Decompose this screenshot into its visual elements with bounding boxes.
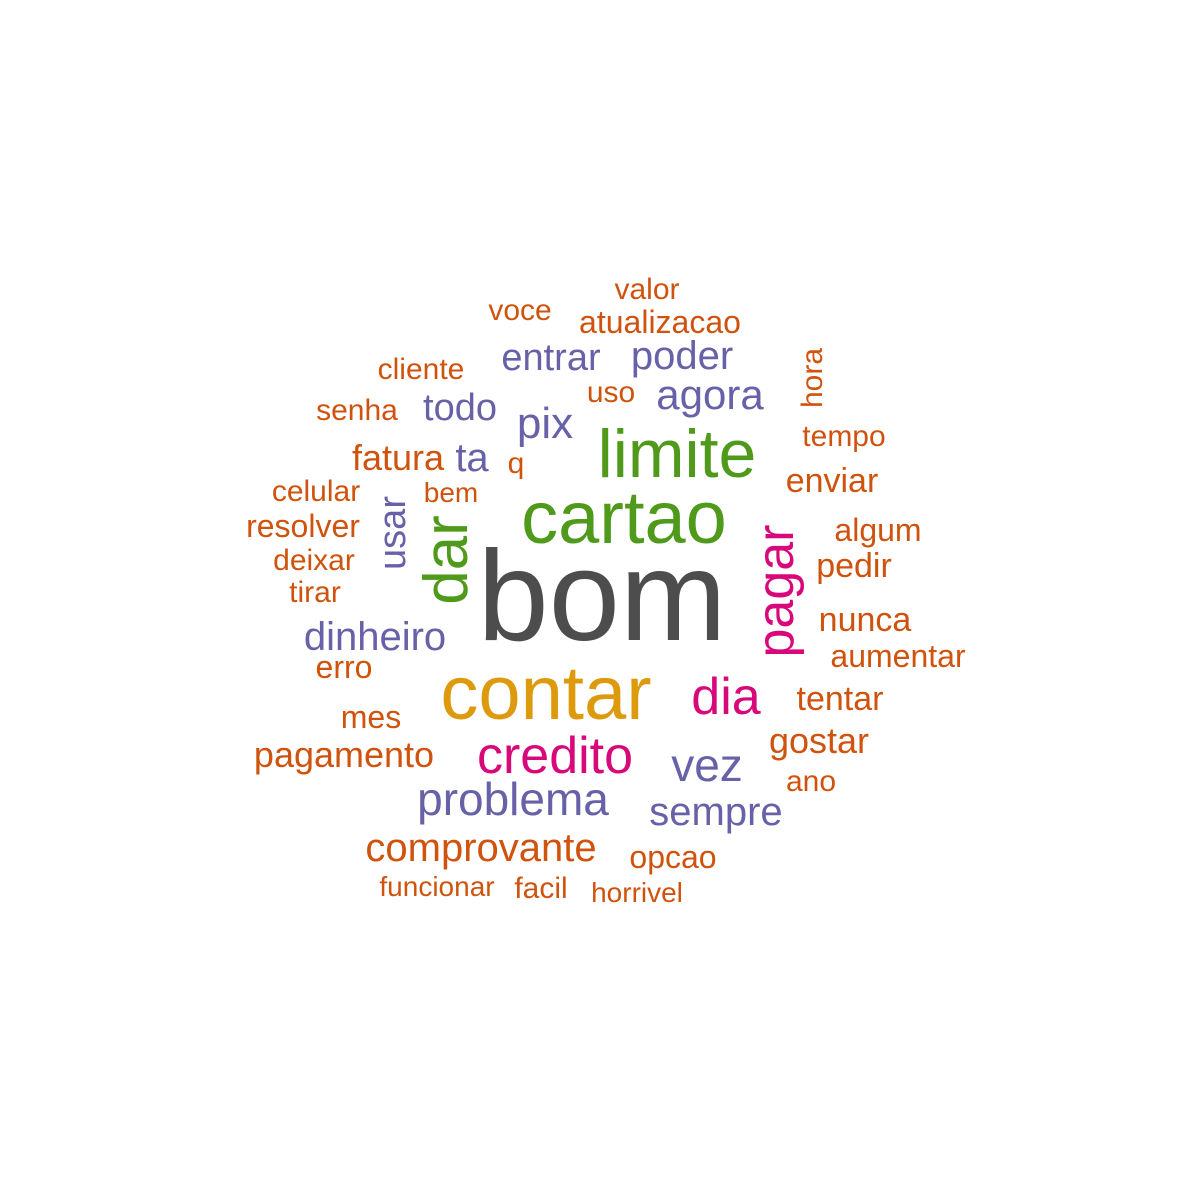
- word-credito: credito: [477, 727, 633, 785]
- word-hora: hora: [796, 348, 829, 408]
- word-atualizacao: atualizacao: [579, 304, 741, 340]
- word-ta: ta: [455, 436, 489, 480]
- word-algum: algum: [834, 512, 921, 548]
- word-funcionar: funcionar: [379, 871, 494, 902]
- word-usar: usar: [372, 496, 414, 570]
- word-dar: dar: [412, 515, 481, 605]
- word-horrivel: horrivel: [591, 877, 683, 908]
- word-mes: mes: [341, 699, 401, 735]
- word-dia: dia: [691, 668, 760, 726]
- word-cloud-words: bom cartao limite contar dar pagar dia c…: [246, 273, 966, 908]
- word-pedir: pedir: [816, 547, 892, 585]
- word-tirar: tirar: [289, 576, 341, 609]
- word-erro: erro: [316, 649, 373, 685]
- word-problema: problema: [417, 773, 609, 825]
- word-dinheiro: dinheiro: [304, 615, 446, 659]
- word-bom: bom: [478, 525, 727, 668]
- word-enviar: enviar: [786, 462, 879, 500]
- word-pix: pix: [517, 399, 573, 448]
- word-todo: todo: [423, 387, 497, 429]
- word-bem: bem: [424, 477, 478, 508]
- word-limite: limite: [598, 416, 757, 492]
- word-vez: vez: [671, 739, 743, 791]
- word-cartao: cartao: [521, 476, 727, 559]
- word-nunca: nunca: [819, 601, 912, 639]
- word-fatura: fatura: [352, 437, 445, 478]
- word-celular: celular: [272, 475, 360, 508]
- word-valor: valor: [614, 273, 679, 306]
- word-opcao: opcao: [629, 839, 716, 875]
- word-pagar: pagar: [747, 525, 805, 658]
- word-ano: ano: [786, 765, 836, 798]
- word-entrar: entrar: [501, 337, 601, 379]
- word-tempo: tempo: [802, 420, 885, 453]
- word-cliente: cliente: [378, 353, 465, 386]
- word-sempre: sempre: [649, 790, 782, 834]
- word-q: q: [508, 447, 525, 480]
- word-gostar: gostar: [769, 720, 869, 761]
- word-senha: senha: [316, 394, 398, 427]
- word-contar: contar: [440, 651, 651, 736]
- word-facil: facil: [514, 872, 567, 905]
- word-deixar: deixar: [273, 544, 355, 577]
- word-comprovante: comprovante: [365, 826, 596, 870]
- word-voce: voce: [488, 294, 551, 327]
- word-tentar: tentar: [797, 680, 884, 718]
- word-uso: uso: [587, 376, 635, 409]
- word-resolver: resolver: [246, 508, 360, 544]
- word-aumentar: aumentar: [830, 638, 966, 674]
- word-poder: poder: [631, 334, 733, 378]
- word-pagamento: pagamento: [254, 734, 434, 775]
- word-agora: agora: [656, 371, 764, 418]
